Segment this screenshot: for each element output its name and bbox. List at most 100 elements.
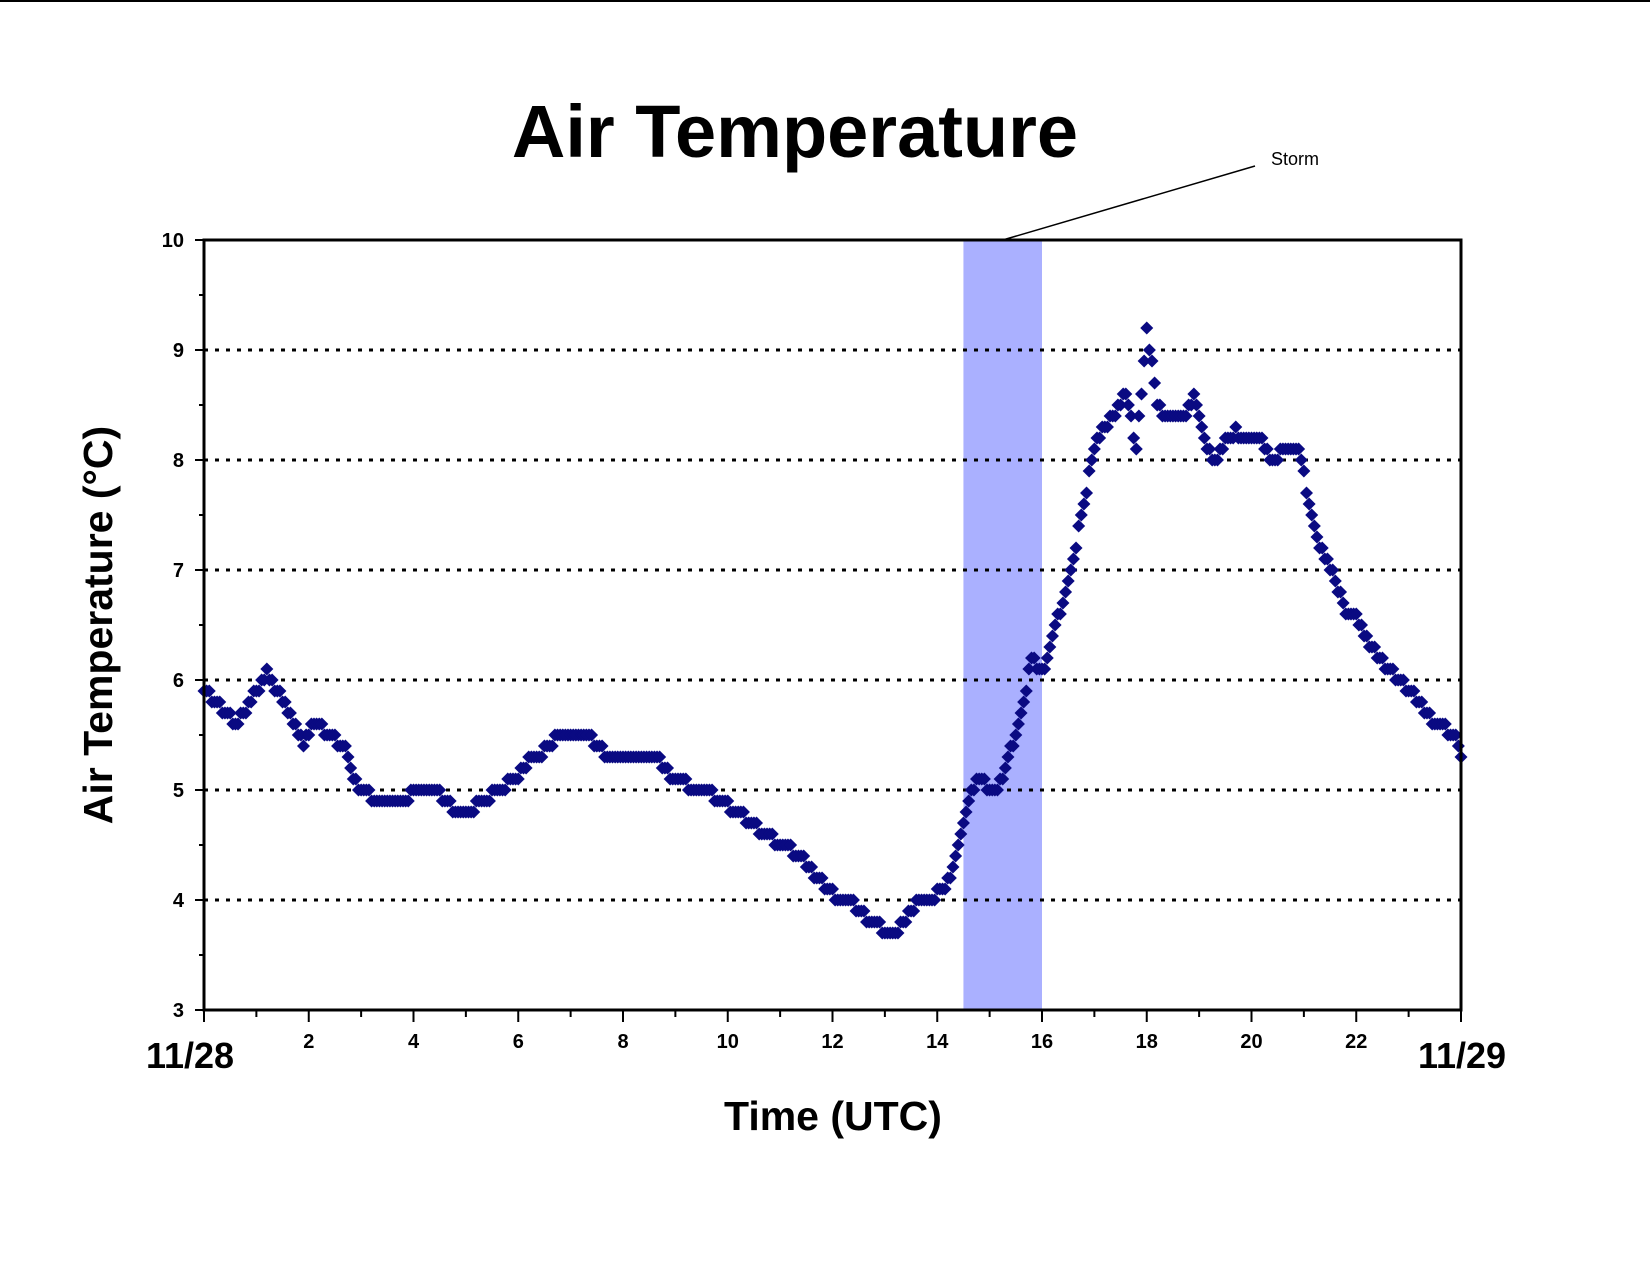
data-point xyxy=(467,805,481,819)
data-point xyxy=(223,706,237,720)
data-point xyxy=(1072,519,1086,533)
y-tick-label: 8 xyxy=(173,450,184,472)
data-point xyxy=(1349,607,1363,621)
data-point xyxy=(401,794,415,808)
data-point xyxy=(899,915,913,929)
data-point xyxy=(1302,497,1316,511)
data-point xyxy=(721,794,735,808)
data-point xyxy=(928,893,942,907)
data-point xyxy=(967,783,981,797)
data-point xyxy=(1006,739,1020,753)
data-point xyxy=(1203,442,1217,456)
data-point xyxy=(1195,420,1209,434)
data-point xyxy=(990,783,1004,797)
gridlines xyxy=(204,348,1461,902)
data-point xyxy=(1135,387,1149,401)
data-point xyxy=(1045,629,1059,643)
data-points xyxy=(197,321,1468,940)
data-point xyxy=(231,717,245,731)
data-point xyxy=(252,684,266,698)
data-point xyxy=(519,761,533,775)
y-tick-label: 6 xyxy=(173,670,184,692)
data-point xyxy=(1137,354,1151,368)
data-point xyxy=(1354,618,1368,632)
data-point xyxy=(1320,552,1334,566)
end-date-label: 11/29 xyxy=(1418,1035,1506,1076)
data-point xyxy=(1121,398,1135,412)
data-point xyxy=(511,772,525,786)
data-point xyxy=(433,783,447,797)
x-tick-label: 20 xyxy=(1240,1031,1262,1053)
data-point xyxy=(943,871,957,885)
data-point xyxy=(545,739,559,753)
data-point xyxy=(946,860,960,874)
data-point xyxy=(1053,607,1067,621)
data-point xyxy=(1294,453,1308,467)
data-point xyxy=(1307,519,1321,533)
data-point xyxy=(1061,574,1075,588)
y-tick-label: 3 xyxy=(173,1000,184,1022)
data-point xyxy=(1315,541,1329,555)
data-point xyxy=(278,695,292,709)
data-point xyxy=(1368,640,1382,654)
data-point xyxy=(1009,728,1023,742)
data-point xyxy=(244,695,258,709)
data-point xyxy=(1014,706,1028,720)
data-point xyxy=(1210,453,1224,467)
data-point xyxy=(873,915,887,929)
x-tick-label: 22 xyxy=(1345,1031,1367,1053)
data-point xyxy=(595,739,609,753)
data-point xyxy=(1085,453,1099,467)
data-point xyxy=(1216,442,1230,456)
start-date-label: 11/28 xyxy=(146,1035,234,1076)
data-point xyxy=(805,860,819,874)
y-tick-label: 9 xyxy=(173,340,184,362)
chart-title: Air Temperature xyxy=(512,90,1078,173)
data-point xyxy=(1100,420,1114,434)
data-point xyxy=(1336,596,1350,610)
data-point xyxy=(977,772,991,786)
data-point xyxy=(1153,398,1167,412)
data-point xyxy=(1396,673,1410,687)
data-point xyxy=(1360,629,1374,643)
data-point xyxy=(949,849,963,863)
data-point xyxy=(1375,651,1389,665)
data-point xyxy=(797,849,811,863)
data-point xyxy=(815,871,829,885)
storm-annotation: Storm xyxy=(1271,149,1319,169)
data-point xyxy=(1297,464,1311,478)
data-point xyxy=(1299,486,1313,500)
data-point xyxy=(362,783,376,797)
data-point xyxy=(1040,651,1054,665)
data-point xyxy=(1087,442,1101,456)
data-point xyxy=(1255,431,1269,445)
y-tick-label: 5 xyxy=(173,780,184,802)
data-point xyxy=(1129,442,1143,456)
data-point xyxy=(341,750,355,764)
data-point xyxy=(1119,387,1133,401)
data-point xyxy=(1038,662,1052,676)
data-point xyxy=(705,783,719,797)
data-point xyxy=(1022,662,1036,676)
data-point xyxy=(1292,442,1306,456)
data-point xyxy=(765,827,779,841)
data-point xyxy=(1124,409,1138,423)
data-point xyxy=(1197,431,1211,445)
data-point xyxy=(1423,706,1437,720)
data-point xyxy=(1074,508,1088,522)
data-point xyxy=(1132,409,1146,423)
data-point xyxy=(1192,409,1206,423)
data-point xyxy=(1066,552,1080,566)
data-point xyxy=(784,838,798,852)
x-axis: 2 4 6 8 10 12 14 16 18 20 22 xyxy=(203,1010,1462,1053)
data-point xyxy=(1145,354,1159,368)
y-tick-label: 10 xyxy=(162,230,184,252)
data-point xyxy=(1326,563,1340,577)
data-point xyxy=(959,805,973,819)
data-point xyxy=(338,739,352,753)
data-point xyxy=(289,717,303,731)
data-point xyxy=(1438,717,1452,731)
data-point xyxy=(260,662,274,676)
data-point xyxy=(1019,684,1033,698)
data-point xyxy=(482,794,496,808)
